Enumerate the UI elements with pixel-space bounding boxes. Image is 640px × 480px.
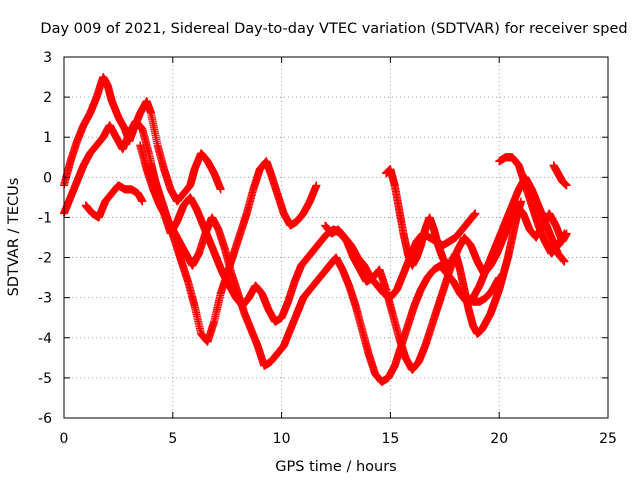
data-point bbox=[312, 181, 321, 190]
data-point bbox=[560, 229, 569, 238]
series-track-3 bbox=[81, 181, 147, 222]
data-point bbox=[471, 209, 480, 218]
y-tick-label: -2 bbox=[38, 251, 52, 267]
series-track-8 bbox=[495, 153, 569, 258]
x-tick-label: 15 bbox=[381, 431, 399, 447]
x-tick-label: 25 bbox=[599, 431, 617, 447]
y-tick-label: 2 bbox=[43, 90, 52, 106]
series-track-10 bbox=[462, 273, 504, 306]
x-tick-label: 0 bbox=[60, 431, 69, 447]
data-point bbox=[138, 197, 147, 206]
data-point bbox=[495, 273, 504, 282]
series-track-6 bbox=[321, 209, 480, 302]
y-tick-label: -4 bbox=[38, 331, 52, 347]
series-track-4 bbox=[136, 141, 569, 386]
chart-title: Day 009 of 2021, Sidereal Day-to-day VTE… bbox=[40, 21, 627, 37]
data-point bbox=[562, 181, 571, 190]
data-point bbox=[216, 185, 225, 194]
x-tick-label: 5 bbox=[168, 431, 177, 447]
x-tick-label: 10 bbox=[273, 431, 291, 447]
data-point bbox=[516, 197, 525, 206]
data-point bbox=[560, 257, 569, 266]
y-tick-label: 0 bbox=[43, 170, 52, 186]
x-axis-label: GPS time / hours bbox=[275, 459, 396, 475]
data-layer bbox=[60, 73, 571, 386]
y-tick-label: -3 bbox=[38, 291, 52, 307]
series-track-7 bbox=[382, 165, 525, 338]
x-tick-label: 20 bbox=[490, 431, 508, 447]
plot-frame bbox=[63, 56, 609, 419]
series-track-9 bbox=[549, 161, 571, 190]
y-tick-label: 3 bbox=[43, 50, 52, 66]
y-tick-label: 1 bbox=[43, 130, 52, 146]
y-tick-label: -1 bbox=[38, 210, 52, 226]
y-tick-label: -6 bbox=[38, 411, 52, 427]
series-track-1 bbox=[60, 73, 225, 206]
grid bbox=[64, 57, 608, 418]
y-axis-label: SDTVAR / TECUs bbox=[6, 178, 22, 297]
y-tick-label: -5 bbox=[38, 371, 52, 387]
